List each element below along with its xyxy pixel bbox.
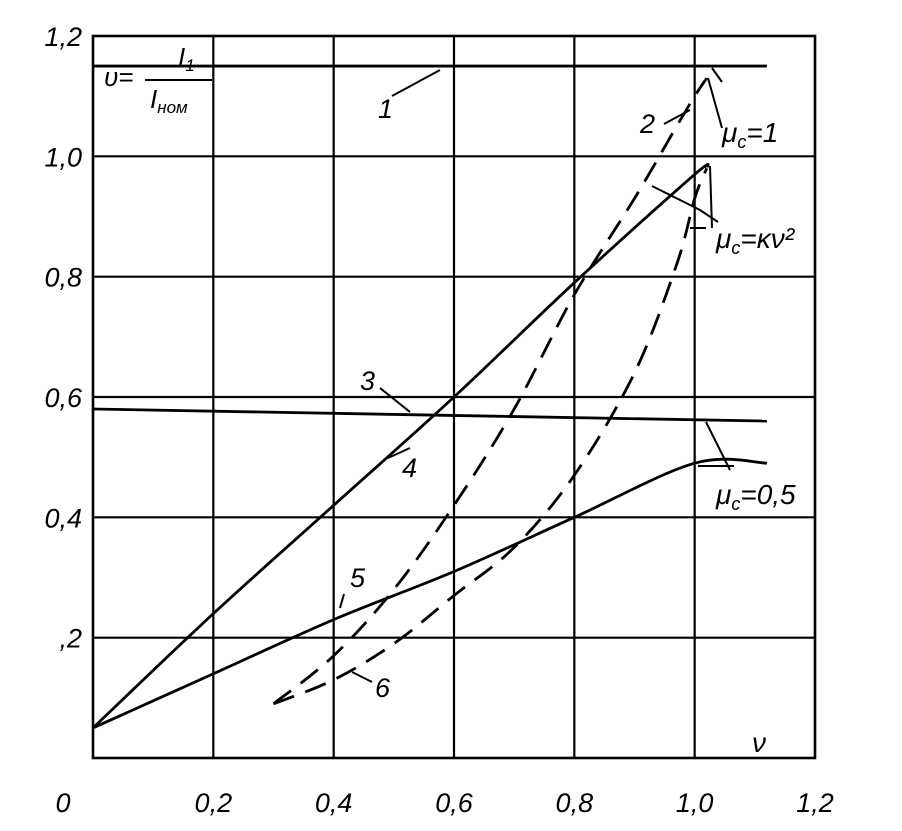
y-axis-label: υ= I1 Iном	[104, 42, 212, 117]
x-tick-label: 0,4	[315, 788, 353, 818]
y-tick-label: ,2	[59, 624, 82, 654]
curve-label-5: 5	[350, 563, 366, 593]
series-line-3	[92, 407, 767, 423]
x-tick-label: 1,0	[676, 788, 714, 818]
y-tick-label: 0,6	[44, 383, 83, 413]
y-label-numerator: I1	[178, 42, 195, 75]
tick-labels: 0 0,2 0,4 0,6 0,8 1,0 1,2 ,2 0,4 0,6 0,8 1,0 1,2	[44, 22, 833, 818]
x-tick-label: 0	[55, 788, 70, 818]
y-label-denominator: Iном	[150, 84, 188, 117]
y-label-lhs: υ=	[104, 62, 133, 92]
y-tick-label: 0,4	[44, 503, 82, 533]
x-tick-label: 0,2	[195, 788, 233, 818]
curve-label-4: 4	[402, 453, 417, 483]
leader-line	[351, 671, 373, 683]
leader-line	[391, 69, 441, 97]
x-axis-label: ν	[752, 727, 766, 758]
curve-label-2: 2	[639, 109, 655, 139]
param-mu-1: μc=1	[721, 117, 778, 152]
series-line-6	[272, 167, 708, 706]
curve-label-6: 6	[375, 673, 391, 703]
series-line-2	[272, 77, 708, 705]
x-tick-label: 1,2	[796, 788, 834, 818]
labels: ν υ= I1 Iном μc=1 μc=κν² μc=0,5 1 2 3 4 …	[104, 42, 796, 758]
leader-line	[709, 165, 713, 229]
curve-label-1: 1	[378, 94, 393, 124]
series-line-4	[92, 162, 710, 729]
x-tick-label: 0,6	[435, 788, 474, 818]
plot-frame	[91, 34, 817, 760]
y-tick-label: 1,0	[44, 142, 82, 172]
y-tick-label: 0,8	[44, 263, 82, 293]
y-tick-label: 1,2	[44, 22, 82, 52]
curves	[92, 64, 767, 730]
leader-line	[379, 387, 411, 413]
x-tick-label: 0,8	[556, 788, 594, 818]
series-line-5	[92, 457, 767, 730]
leader-line	[707, 77, 723, 129]
curve-label-3: 3	[360, 366, 375, 396]
leader-lines	[339, 67, 734, 683]
leader-line	[711, 67, 723, 83]
param-mu-k: μc=κν²	[715, 223, 796, 258]
leader-line	[387, 447, 411, 459]
leader-line	[705, 421, 731, 471]
leader-line	[663, 109, 691, 125]
param-mu-05: μc=0,5	[715, 479, 796, 514]
leader-line	[339, 593, 345, 609]
